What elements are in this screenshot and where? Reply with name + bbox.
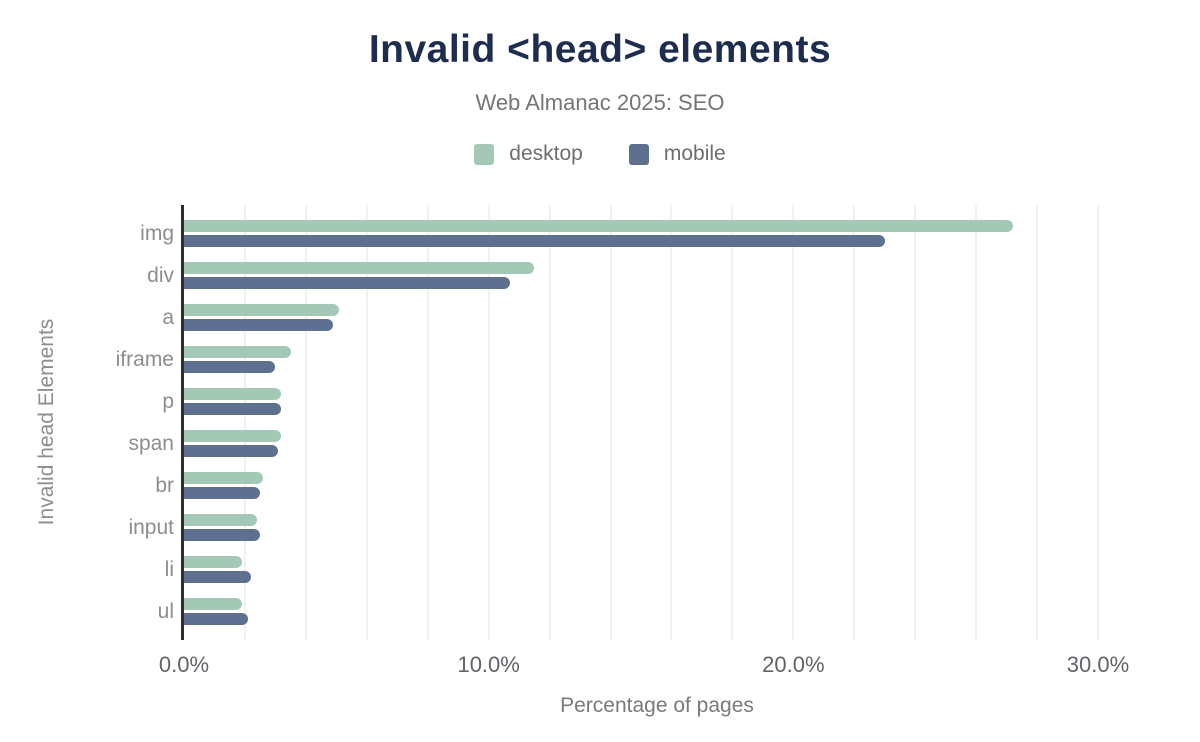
category-label-p: p [162,390,174,413]
category-label-div: div [147,264,174,287]
gridline [243,205,246,640]
bar-mobile-ul[interactable] [184,613,248,625]
x-tick-label-0: 0.0% [158,652,210,677]
x-tick-label-20: 20.0% [762,652,825,677]
bar-group-li: li [165,556,1130,583]
bar-mobile-input[interactable] [184,529,261,541]
gridline [365,205,368,640]
gridline [853,205,856,640]
desktop-series-swatch-icon [474,143,495,165]
gridline [304,205,307,640]
gridline [487,205,490,640]
bar-desktop-p[interactable] [184,388,282,400]
bar-mobile-br[interactable] [184,487,261,499]
bar-desktop-div[interactable] [184,262,535,274]
x-axis-title: Percentage of pages [560,694,754,717]
bar-desktop-a[interactable] [184,304,340,316]
gridline [670,205,673,640]
chart-subtitle: Web Almanac 2025: SEO [475,90,725,115]
bar-group-p: p [162,388,1130,415]
legend: desktop mobile [0,142,1200,166]
bar-group-ul: ul [158,598,1130,625]
bar-desktop-span[interactable] [184,430,282,442]
bar-group-iframe: iframe [116,346,1130,373]
bar-group-span: span [128,430,1130,457]
bar-desktop-br[interactable] [184,472,264,484]
category-label-br: br [155,474,174,497]
chart-title: Invalid <head> elements [368,28,832,71]
bar-desktop-input[interactable] [184,514,258,526]
gridline [1036,205,1039,640]
bar-group-input: input [128,514,1130,541]
legend-item-desktop[interactable]: desktop [474,142,583,166]
gridline [975,205,978,640]
gridline [1097,205,1099,640]
gridline [426,205,429,640]
bar-mobile-img[interactable] [184,235,885,247]
legend-label-desktop: desktop [509,142,583,165]
gridline [731,205,734,640]
x-tick-label-30: 30.0% [1066,652,1130,677]
gridline [792,205,795,640]
category-label-input: input [128,516,174,539]
y-axis-line [181,205,184,640]
gridline [914,205,917,640]
plot-area: img div a iframe p span br input li ul [116,205,1130,640]
x-axis-ticks: 0.0% 10.0% 20.0% 30.0% [159,652,1130,680]
gridline [609,205,612,640]
bar-desktop-img[interactable] [184,220,1013,232]
bar-desktop-li[interactable] [184,556,242,568]
bar-group-div: div [147,262,1130,289]
category-label-iframe: iframe [115,348,174,371]
bar-mobile-p[interactable] [184,403,282,415]
mobile-series-swatch-icon [628,143,649,165]
bar-mobile-iframe[interactable] [184,361,276,373]
category-label-span: span [128,432,174,455]
gridline [548,205,551,640]
bar-mobile-span[interactable] [184,445,279,457]
bar-desktop-ul[interactable] [184,598,242,610]
bar-group-a: a [162,304,1130,331]
category-label-ul: ul [157,600,174,623]
legend-item-mobile[interactable]: mobile [628,142,726,166]
category-label-li: li [164,558,174,581]
x-tick-label-10: 10.0% [457,652,520,677]
bar-mobile-li[interactable] [184,571,252,583]
bar-desktop-iframe[interactable] [184,346,291,358]
bar-mobile-a[interactable] [184,319,334,331]
category-label-a: a [162,306,174,329]
legend-label-mobile: mobile [663,142,726,165]
bar-mobile-div[interactable] [184,277,510,289]
bar-group-img: img [140,220,1130,247]
bar-group-br: br [155,472,1130,499]
category-label-img: img [140,222,174,245]
